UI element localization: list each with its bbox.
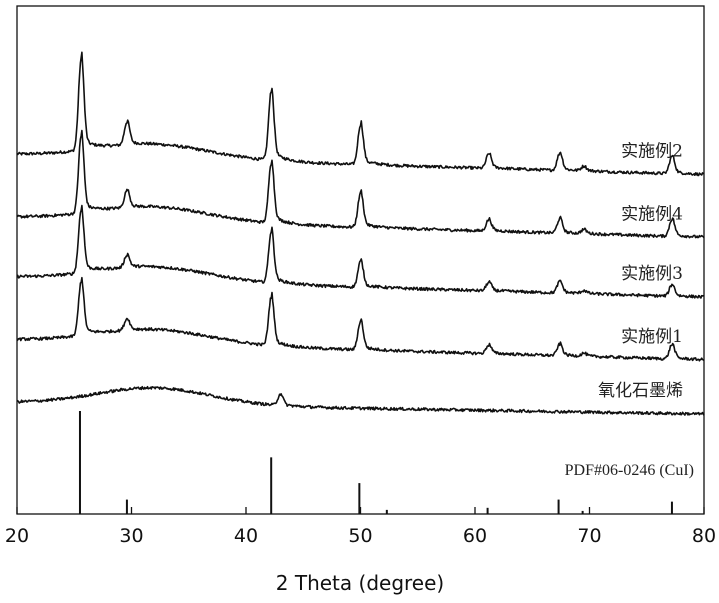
- x-tick-label-30: 30: [119, 525, 143, 547]
- series-labels: 实施例2 实施例4 实施例3 实施例1 氧化石墨烯: [598, 142, 683, 401]
- series-label-1: 实施例2: [621, 142, 683, 162]
- series-curve-1: [17, 52, 704, 175]
- x-tick-label-50: 50: [348, 525, 372, 547]
- series-label-3: 实施例3: [621, 264, 683, 284]
- x-tick-label-20: 20: [5, 525, 29, 547]
- x-axis-ticks: 20 30 40 50 60 70 80: [5, 507, 716, 547]
- series-curves: [17, 52, 704, 415]
- x-tick-label-40: 40: [234, 525, 258, 547]
- series-label-5: 氧化石墨烯: [598, 381, 683, 401]
- series-curve-4: [17, 278, 704, 361]
- series-label-2: 实施例4: [621, 204, 683, 224]
- reference-label: PDF#06-0246 (CuI): [565, 462, 694, 479]
- series-label-4: 实施例1: [621, 327, 683, 347]
- x-tick-label-70: 70: [577, 525, 601, 547]
- series-curve-2: [17, 131, 704, 238]
- x-tick-label-80: 80: [692, 525, 716, 547]
- series-curve-3: [17, 206, 704, 298]
- x-tick-label-60: 60: [463, 525, 487, 547]
- x-axis-title: 2 Theta (degree): [276, 571, 444, 595]
